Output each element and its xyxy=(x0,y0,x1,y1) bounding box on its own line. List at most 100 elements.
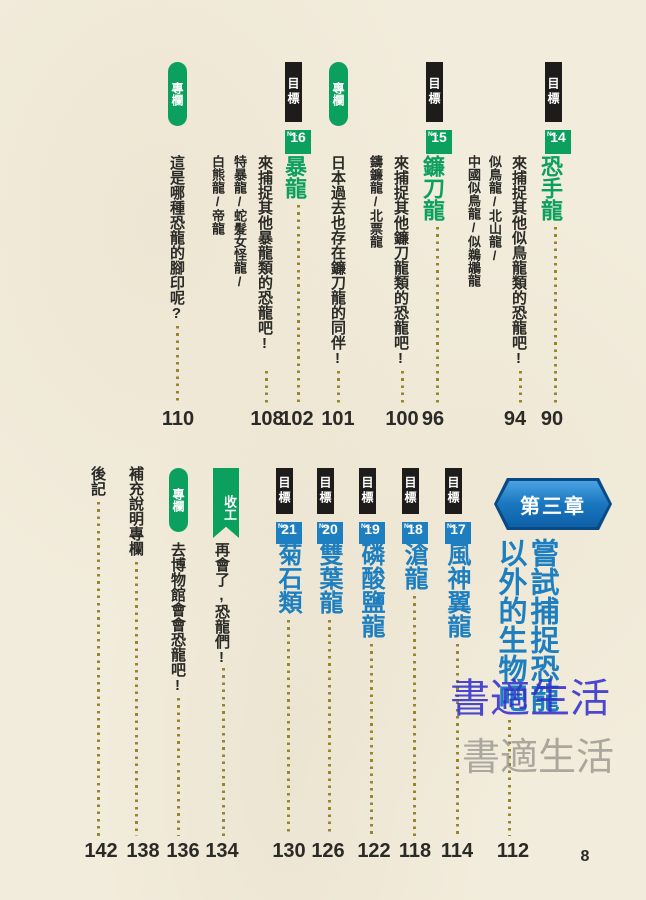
goal-16-subentry-page-ref: 108 xyxy=(250,408,284,430)
goal-14-badge: 目標 No. 14 xyxy=(545,62,571,154)
column-2-leader-dots xyxy=(176,326,179,404)
goal-21-title: 菊石類 xyxy=(274,542,301,614)
goal-15-subentry-text: 來捕捉其他鐮刀龍類的恐龍吧! xyxy=(392,155,409,367)
goal-14-subentry-leader-dots xyxy=(519,371,522,404)
watermark-gray: 書適生活 xyxy=(462,735,615,779)
goal-15-species-line-1: 鑄鐮龍/北票龍 xyxy=(368,155,383,248)
goal-15-badge-number-box: No. 15 xyxy=(426,130,452,154)
goal-15-page-ref: 96 xyxy=(421,408,445,430)
goal-17-leader-dots xyxy=(456,644,459,836)
goal-14-subentry-page-ref: 94 xyxy=(503,408,527,430)
supplement-leader-dots xyxy=(135,562,138,836)
supplement-page-ref: 138 xyxy=(126,840,160,862)
goal-18-title: 滄龍 xyxy=(400,542,427,590)
goal-16-page-ref: 102 xyxy=(280,408,314,430)
goal-14-page-ref: 90 xyxy=(540,408,564,430)
goal-16-subentry-leader-dots xyxy=(265,371,268,404)
goal-16-species-line-2: 白熊龍/帝龍 xyxy=(210,155,225,235)
column-3-text: 去博物館會會恐龍吧! xyxy=(169,542,186,694)
goal-20-leader-dots xyxy=(328,620,331,836)
goal-14-badge-number-box: No. 14 xyxy=(545,130,571,154)
goal-20-badge: 目標 No. 20 xyxy=(317,468,343,544)
afterword-leader-dots xyxy=(97,502,100,836)
afterword-entry-text: 後記 xyxy=(89,466,106,496)
goal-16-subentry-text: 來捕捉其他暴龍類的恐龍吧! xyxy=(256,155,273,352)
chapter-3-title-line-2: 以外的生物吧 xyxy=(494,538,526,712)
goal-20-number: 20 xyxy=(322,521,338,537)
chapter-3-leader-dots xyxy=(508,720,511,836)
goal-14-leader-dots xyxy=(554,227,557,404)
goal-18-no-prefix: No. xyxy=(404,523,415,530)
column-1-leader-dots xyxy=(337,371,340,404)
goal-16-no-prefix: No. xyxy=(287,131,298,138)
goal-15-leader-dots xyxy=(436,227,439,404)
chapter-3-badge-label: 第三章 xyxy=(520,495,586,518)
goal-15-badge: 目標 No. 15 xyxy=(426,62,452,154)
goal-19-page-ref: 122 xyxy=(357,840,391,862)
goal-19-badge-label: 目標 xyxy=(359,468,376,514)
column-2-page-ref: 110 xyxy=(161,408,195,430)
afterword-page-ref: 142 xyxy=(84,840,118,862)
column-1-badge-label: 專欄 xyxy=(331,82,345,106)
goal-21-badge: 目標 No. 21 xyxy=(276,468,302,544)
chapter-3-badge: 第三章 xyxy=(494,478,612,530)
goal-14-no-prefix: No. xyxy=(547,131,558,138)
endwork-badge: 收工 xyxy=(213,468,239,538)
goal-18-page-ref: 118 xyxy=(398,840,432,862)
watermark-blue: 書適生活 xyxy=(450,676,610,722)
chapter-3-title-line-1: 嘗試捕捉恐龍 xyxy=(526,538,558,712)
goal-15-number: 15 xyxy=(431,129,447,145)
goal-21-badge-label: 目標 xyxy=(276,468,293,514)
goal-17-page-ref: 114 xyxy=(440,840,474,862)
endwork-leader-dots xyxy=(222,668,225,836)
goal-16-species-line-1: 特暴龍/蛇髮女怪龍/ xyxy=(232,155,247,289)
column-1-text: 日本過去也存在鐮刀龍的同伴! xyxy=(329,155,346,367)
supplement-entry-text: 補充說明專欄 xyxy=(127,466,144,556)
goal-14-species-line-1: 似鳥龍/北山龍/ xyxy=(487,155,502,263)
chapter-3-badge-inner: 第三章 xyxy=(497,481,609,527)
goal-16-badge-label: 目標 xyxy=(285,62,302,122)
goal-20-title: 雙葉龍 xyxy=(315,542,342,614)
goal-16-badge: 目標 No. 16 xyxy=(285,62,311,154)
goal-19-number: 19 xyxy=(364,521,380,537)
column-3-leader-dots xyxy=(177,698,180,836)
column-3-badge: 專欄 xyxy=(169,468,188,532)
column-3-page-ref: 136 xyxy=(166,840,200,862)
goal-19-leader-dots xyxy=(370,644,373,836)
goal-21-badge-number-box: No. 21 xyxy=(276,522,302,544)
goal-18-leader-dots xyxy=(413,596,416,836)
goal-19-no-prefix: No. xyxy=(361,523,372,530)
endwork-page-ref: 134 xyxy=(205,840,239,862)
goal-15-subentry-leader-dots xyxy=(401,371,404,404)
goal-17-badge: 目標 No. 17 xyxy=(445,468,471,544)
chapter-3-page-ref: 112 xyxy=(496,840,530,862)
goal-15-subentry-page-ref: 100 xyxy=(385,408,419,430)
goal-14-title: 恐手龍 xyxy=(538,155,563,221)
goal-16-badge-number-box: No. 16 xyxy=(285,130,311,154)
goal-15-badge-label: 目標 xyxy=(426,62,443,122)
goal-16-title: 暴龍 xyxy=(282,155,307,199)
goal-20-no-prefix: No. xyxy=(319,523,330,530)
column-3-badge-label: 專欄 xyxy=(171,488,185,512)
column-2-badge-label: 專欄 xyxy=(170,82,184,106)
goal-21-page-ref: 130 xyxy=(272,840,306,862)
goal-16-leader-dots xyxy=(297,205,300,404)
goal-15-title: 鐮刀龍 xyxy=(420,155,445,221)
goal-14-badge-label: 目標 xyxy=(545,62,562,122)
goal-16-number: 16 xyxy=(290,129,306,145)
goal-18-number: 18 xyxy=(407,521,423,537)
folio-page-number: 8 xyxy=(580,848,590,865)
goal-19-title: 磷酸鹽龍 xyxy=(357,542,384,638)
goal-21-leader-dots xyxy=(287,620,290,836)
column-1-badge: 專欄 xyxy=(329,62,348,126)
endwork-text: 再會了,恐龍們! xyxy=(213,542,230,666)
column-1-page-ref: 101 xyxy=(321,408,355,430)
goal-17-badge-label: 目標 xyxy=(445,468,462,514)
goal-20-badge-label: 目標 xyxy=(317,468,334,514)
goal-17-badge-number-box: No. 17 xyxy=(445,522,471,544)
column-2-text: 這是哪種恐龍的腳印呢? xyxy=(168,155,185,322)
goal-19-badge: 目標 No. 19 xyxy=(359,468,385,544)
goal-21-number: 21 xyxy=(281,521,297,537)
goal-21-no-prefix: No. xyxy=(278,523,289,530)
